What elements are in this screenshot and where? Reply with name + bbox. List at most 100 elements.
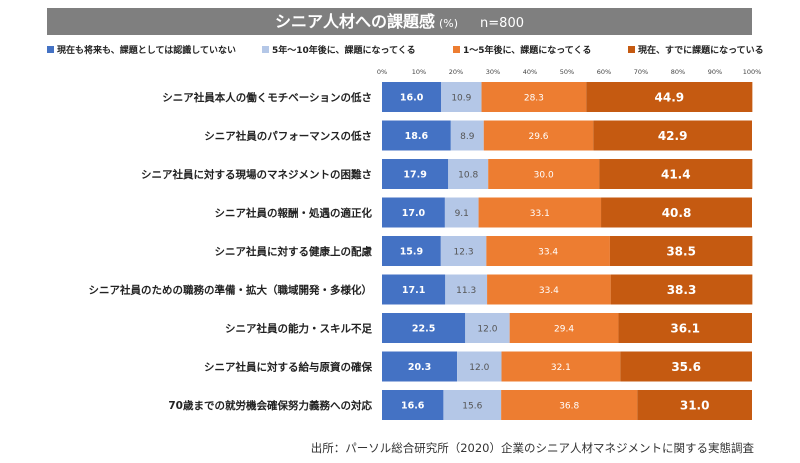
sample-size: n=800 bbox=[480, 16, 524, 31]
bar-segment bbox=[382, 236, 441, 266]
bar-segment bbox=[601, 197, 752, 228]
x-tick-label: 90% bbox=[708, 68, 722, 76]
bar-value-label: 33.4 bbox=[538, 248, 558, 258]
category-label: シニア社員のパフォーマンスの低さ bbox=[204, 130, 372, 143]
bar-segment bbox=[448, 159, 489, 189]
bar-value-label: 17.9 bbox=[403, 170, 426, 181]
bar-segment bbox=[444, 197, 479, 228]
bar-value-label: 10.8 bbox=[458, 171, 478, 181]
bar-segment bbox=[440, 236, 487, 266]
source-note: 出所：パーソル総合研究所（2020）企業のシニア人材マネジメントに関する実態調査 bbox=[310, 441, 754, 455]
bar-segment bbox=[465, 313, 510, 343]
bar-segment bbox=[501, 390, 638, 420]
bar-segment bbox=[445, 274, 488, 305]
bar-value-label: 44.9 bbox=[655, 91, 685, 105]
bar-value-label: 30.0 bbox=[534, 171, 554, 181]
bar-segment bbox=[450, 120, 484, 151]
x-tick-label: 10% bbox=[412, 68, 426, 76]
legend-swatch bbox=[47, 46, 54, 53]
legend-swatch bbox=[628, 46, 635, 53]
x-tick-label: 100% bbox=[743, 68, 762, 76]
x-tick-label: 20% bbox=[449, 68, 463, 76]
category-label: シニア社員の能力・スキル不足 bbox=[225, 322, 372, 335]
bar-segment bbox=[637, 390, 752, 420]
bar-segment bbox=[382, 159, 449, 189]
legend-label: 1～5年後に、課題になってくる bbox=[463, 44, 591, 56]
bar-value-label: 15.9 bbox=[400, 247, 423, 258]
legend-label: 現在、すでに課題になっている bbox=[638, 44, 764, 56]
bar-segment bbox=[609, 236, 753, 266]
bar-segment bbox=[593, 120, 752, 151]
bar-value-label: 12.3 bbox=[454, 248, 474, 258]
category-label: シニア社員本人の働くモチベーションの低さ bbox=[162, 91, 372, 104]
bar-value-label: 42.9 bbox=[658, 129, 688, 143]
bar-value-label: 29.4 bbox=[554, 325, 574, 335]
x-tick-label: 40% bbox=[523, 68, 537, 76]
chart-title: シニア人材への課題感 bbox=[274, 12, 435, 31]
bar-value-label: 32.1 bbox=[551, 363, 571, 373]
category-label: 70歳までの就労機会確保努力義務への対応 bbox=[168, 399, 372, 412]
bar-segment bbox=[443, 390, 502, 420]
bar-value-label: 38.3 bbox=[667, 283, 697, 297]
bar-value-label: 12.0 bbox=[477, 325, 497, 335]
category-label: シニア社員に対する健康上の配慮 bbox=[215, 245, 373, 258]
category-label: シニア社員に対する給与原資の確保 bbox=[204, 361, 372, 374]
bar-value-label: 8.9 bbox=[460, 132, 475, 142]
bar-value-label: 40.8 bbox=[662, 206, 692, 220]
bar-value-label: 33.4 bbox=[539, 286, 559, 296]
bar-segment bbox=[509, 313, 619, 343]
bar-segment bbox=[478, 197, 602, 228]
bar-segment bbox=[599, 159, 753, 189]
x-tick-label: 80% bbox=[671, 68, 685, 76]
bar-segment bbox=[481, 82, 587, 112]
bar-segment bbox=[382, 197, 445, 228]
bar-value-label: 22.5 bbox=[412, 324, 435, 335]
bar-segment bbox=[487, 274, 611, 305]
bar-segment bbox=[488, 159, 600, 189]
x-tick-label: 30% bbox=[486, 68, 500, 76]
bar-segment bbox=[618, 313, 752, 343]
bar-segment bbox=[382, 351, 458, 382]
chart-unit: (%) bbox=[439, 17, 459, 30]
bar-segment bbox=[382, 313, 466, 343]
legend-swatch bbox=[262, 46, 269, 53]
bar-value-label: 16.0 bbox=[400, 93, 424, 104]
bar-value-label: 9.1 bbox=[455, 209, 469, 219]
bar-value-label: 18.6 bbox=[405, 131, 429, 142]
bar-segment bbox=[382, 82, 442, 112]
category-label: シニア社員に対する現場のマネジメントの困難さ bbox=[141, 168, 372, 181]
x-tick-label: 60% bbox=[597, 68, 611, 76]
bar-value-label: 36.8 bbox=[559, 402, 579, 412]
legend-swatch bbox=[453, 46, 460, 53]
bar-segment bbox=[586, 82, 753, 112]
x-tick-label: 50% bbox=[560, 68, 574, 76]
bar-value-label: 35.6 bbox=[671, 360, 701, 374]
bar-value-label: 41.4 bbox=[661, 168, 691, 182]
bar-value-label: 20.3 bbox=[408, 362, 431, 373]
bar-segment bbox=[486, 236, 610, 266]
bar-segment bbox=[457, 351, 502, 382]
bar-value-label: 31.0 bbox=[680, 399, 710, 413]
bar-segment bbox=[501, 351, 621, 382]
x-tick-label: 70% bbox=[634, 68, 648, 76]
bar-value-label: 11.3 bbox=[456, 286, 476, 296]
bar-segment bbox=[382, 274, 446, 305]
bar-value-label: 38.5 bbox=[666, 245, 696, 259]
bar-segment bbox=[483, 120, 594, 151]
bar-segment bbox=[382, 120, 451, 151]
bar-value-label: 33.1 bbox=[530, 209, 550, 219]
bar-segment bbox=[610, 274, 753, 305]
category-label: シニア社員のための職務の準備・拡大（職域開発・多様化） bbox=[89, 284, 373, 297]
legend-label: 5年～10年後に、課題になってくる bbox=[272, 44, 416, 56]
bar-value-label: 17.0 bbox=[402, 208, 426, 219]
bar-value-label: 12.0 bbox=[469, 363, 489, 373]
bar-segment bbox=[382, 390, 444, 420]
bar-value-label: 28.3 bbox=[524, 94, 544, 104]
bar-value-label: 10.9 bbox=[451, 94, 471, 104]
bar-value-label: 36.1 bbox=[670, 322, 700, 336]
bar-segment bbox=[441, 82, 482, 112]
bar-value-label: 17.1 bbox=[402, 285, 425, 296]
legend-label: 現在も将来も、課題としては認識していない bbox=[57, 44, 236, 56]
category-label: シニア社員の報酬・処遇の適正化 bbox=[215, 207, 373, 220]
